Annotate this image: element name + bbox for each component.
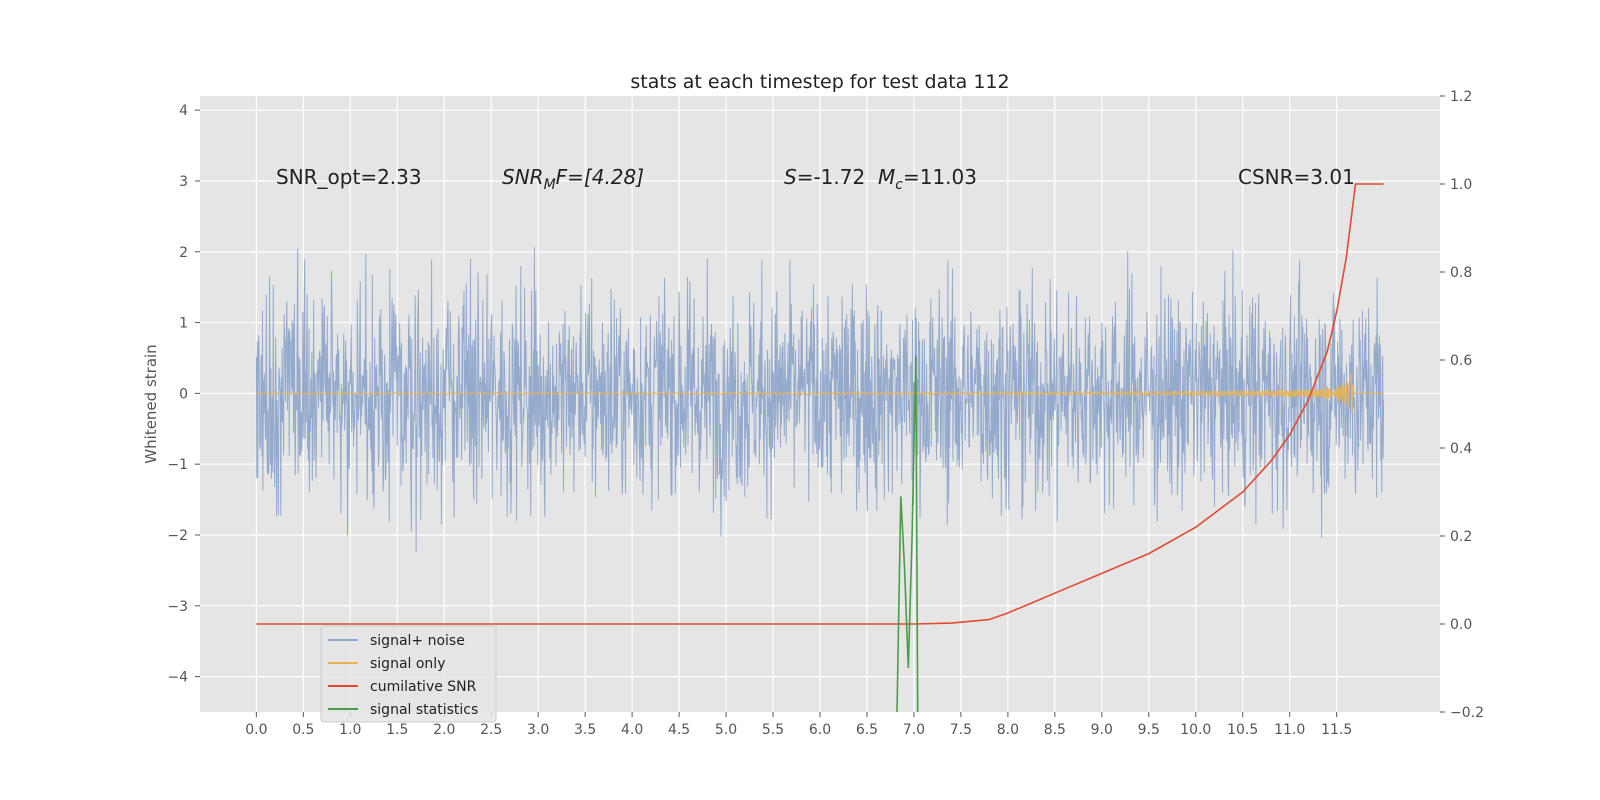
x-tick-label: 10.5: [1227, 722, 1258, 738]
x-tick-label: 4.5: [668, 722, 690, 738]
cumulative-snr-series: [256, 183, 1384, 625]
y2-tick-label: 0.2: [1450, 529, 1472, 545]
legend-label-signal-statistics: signal statistics: [370, 702, 478, 718]
x-tick-label: 0.0: [245, 722, 267, 738]
y-tick-label: −4: [167, 670, 188, 686]
x-tick-label: 4.0: [621, 722, 643, 738]
y-tick-label: −2: [167, 528, 188, 544]
x-tick-label: 7.0: [903, 722, 925, 738]
left-axis: −4 −3 −2 −1 0 1 2 3 4: [167, 103, 200, 686]
y-tick-label: −3: [167, 599, 188, 615]
x-axis: 0.0 0.5 1.0 1.5 2.0 2.5 3.0 3.5 4.0 4.5 5.0 5.5 6.0 6…: [245, 712, 1352, 738]
x-tick-label: 2.5: [480, 722, 502, 738]
y-tick-label: −1: [167, 457, 188, 473]
y-tick-label: 1: [179, 316, 188, 332]
signal-noise-line: [255, 246, 1385, 553]
y2-tick-label: 1.2: [1450, 89, 1472, 105]
legend-box: [320, 625, 497, 723]
y2-tick-label: 0.6: [1450, 353, 1472, 369]
chart-title: stats at each timestep for test data 112: [630, 71, 1009, 93]
signal-only-line: [256, 373, 1384, 414]
legend-label-signal-only: signal only: [370, 656, 445, 672]
y2-tick-label: 1.0: [1450, 177, 1472, 193]
annotation-mc: Mc=11.03: [878, 165, 977, 193]
x-tick-label: 3.0: [527, 722, 549, 738]
x-tick-label: 11.5: [1321, 722, 1352, 738]
legend-label-signal-noise: signal+ noise: [370, 633, 465, 649]
signal-noise-series: [255, 246, 1385, 553]
x-tick-label: 6.5: [856, 722, 878, 738]
annotation-snr-opt: SNR_opt=2.33: [276, 165, 422, 189]
right-axis: −0.2 0.0 0.2 0.4 0.6 0.8 1.0 1.2: [1440, 89, 1484, 721]
signal-statistics-line: [896, 355, 919, 713]
y2-tick-label: 0.4: [1450, 441, 1472, 457]
x-tick-label: 6.0: [809, 722, 831, 738]
x-tick-label: 9.0: [1091, 722, 1113, 738]
annotation-snr-mf: SNRMF=[4.28]: [502, 165, 644, 193]
cumulative-snr-line: [256, 183, 1384, 625]
x-tick-label: 7.5: [950, 722, 972, 738]
x-tick-label: 3.5: [574, 722, 596, 738]
y2-tick-label: 0.0: [1450, 617, 1472, 633]
signal-only-series: [256, 373, 1384, 414]
annotation-s: S=-1.72: [784, 165, 865, 189]
y-tick-label: 2: [179, 245, 188, 261]
x-tick-label: 8.5: [1044, 722, 1066, 738]
x-tick-label: 2.0: [433, 722, 455, 738]
y-tick-label: 4: [179, 103, 188, 119]
x-tick-label: 0.5: [292, 722, 314, 738]
x-tick-label: 8.0: [997, 722, 1019, 738]
x-tick-label: 10.0: [1180, 722, 1211, 738]
x-tick-label: 1.0: [339, 722, 361, 738]
x-tick-label: 1.5: [386, 722, 408, 738]
x-tick-label: 9.5: [1138, 722, 1160, 738]
x-tick-label: 5.0: [715, 722, 737, 738]
y-tick-label: 3: [179, 174, 188, 190]
y-tick-label: 0: [179, 386, 188, 402]
x-tick-label: 11.0: [1274, 722, 1305, 738]
y2-tick-label: −0.2: [1450, 705, 1484, 721]
legend: signal+ noise signal only cumilative SNR…: [320, 625, 497, 723]
legend-label-cumulative-snr: cumilative SNR: [370, 679, 477, 695]
y2-tick-label: 0.8: [1450, 265, 1472, 281]
annotation-csnr: CSNR=3.01: [1238, 165, 1355, 189]
y-axis-label: Whitened strain: [142, 344, 160, 463]
signal-statistics-series: [896, 355, 919, 713]
x-tick-label: 5.5: [762, 722, 784, 738]
